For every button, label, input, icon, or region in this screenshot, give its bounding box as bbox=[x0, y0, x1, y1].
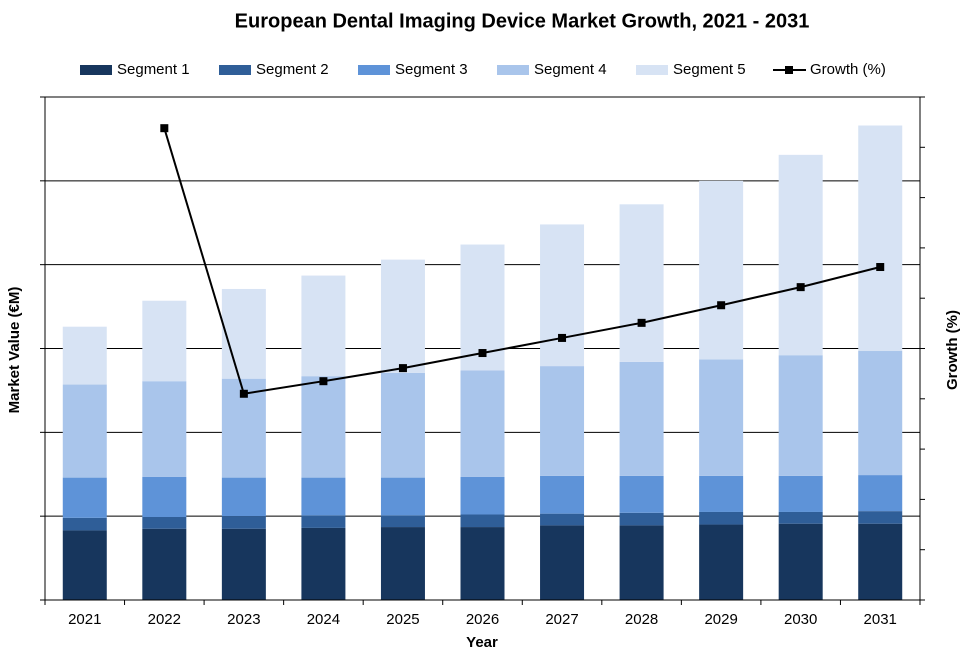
growth-line bbox=[163, 127, 881, 395]
bar-segment bbox=[699, 475, 744, 512]
growth-marker bbox=[717, 301, 726, 310]
growth-marker bbox=[558, 333, 567, 342]
bar-segment bbox=[858, 511, 903, 524]
bar-segment bbox=[221, 288, 266, 379]
bar-segment bbox=[221, 477, 266, 517]
legend-swatch bbox=[636, 65, 668, 75]
bar-segment bbox=[858, 125, 903, 352]
legend-swatch bbox=[497, 65, 529, 75]
bar-segment bbox=[619, 512, 664, 526]
bar-segment bbox=[301, 275, 346, 377]
growth-marker bbox=[398, 364, 407, 373]
growth-marker bbox=[796, 283, 805, 292]
bar-segment bbox=[380, 515, 425, 528]
legend-label: Segment 4 bbox=[534, 61, 607, 78]
x-tick-label: 2023 bbox=[227, 611, 260, 628]
x-tick-label: 2029 bbox=[704, 611, 737, 628]
x-tick-label: 2022 bbox=[148, 611, 181, 628]
bar-segment bbox=[301, 477, 346, 516]
x-tick-label: 2021 bbox=[68, 611, 101, 628]
bar-segment bbox=[619, 475, 664, 513]
growth-marker bbox=[876, 263, 885, 272]
bar-segment bbox=[380, 372, 425, 478]
bar-segment bbox=[380, 477, 425, 516]
legend-label: Segment 5 bbox=[673, 61, 746, 78]
bar-segment bbox=[778, 355, 823, 476]
growth-marker bbox=[319, 377, 328, 386]
bar-segment bbox=[778, 475, 823, 512]
bar-segment bbox=[540, 366, 585, 476]
legend-marker bbox=[785, 66, 793, 74]
bar-segment bbox=[778, 154, 823, 356]
bar-segment bbox=[380, 259, 425, 373]
x-axis-title: Year bbox=[466, 634, 498, 651]
bar-segment bbox=[142, 476, 187, 518]
bar-segment bbox=[540, 475, 585, 514]
bar-segment bbox=[858, 523, 903, 600]
bar-segment bbox=[62, 477, 107, 518]
bar-segment bbox=[301, 376, 346, 478]
bar-segment bbox=[221, 528, 266, 600]
bar-segment bbox=[460, 476, 505, 515]
bar-segment bbox=[142, 528, 187, 600]
legend-swatch bbox=[80, 65, 112, 75]
bar-segment bbox=[142, 517, 187, 529]
bar-segment bbox=[62, 530, 107, 600]
bar-segment bbox=[142, 300, 187, 382]
bar-segment bbox=[699, 524, 744, 600]
y-axis-title: Market Value (€M) bbox=[6, 287, 23, 414]
bar-segment bbox=[858, 475, 903, 512]
legend-swatch bbox=[358, 65, 390, 75]
y2-axis-title: Growth (%) bbox=[944, 310, 961, 390]
bar-segment bbox=[778, 523, 823, 600]
bar-segment bbox=[460, 514, 505, 528]
bar-segment bbox=[62, 517, 107, 531]
growth-marker bbox=[637, 318, 646, 327]
growth-marker bbox=[160, 124, 169, 133]
growth-marker bbox=[478, 349, 487, 358]
legend-label: Segment 2 bbox=[256, 61, 329, 78]
x-tick-label: 2025 bbox=[386, 611, 419, 628]
bar-segment bbox=[380, 527, 425, 600]
x-tick-label: 2030 bbox=[784, 611, 817, 628]
bar-segment bbox=[619, 204, 664, 362]
x-tick-label: 2026 bbox=[466, 611, 499, 628]
x-tick-label: 2024 bbox=[307, 611, 340, 628]
bar-segment bbox=[62, 384, 107, 478]
bar-segment bbox=[778, 511, 823, 524]
x-tick-label: 2031 bbox=[864, 611, 897, 628]
bar-segment bbox=[221, 516, 266, 529]
bar-segment bbox=[699, 180, 744, 360]
bar-segment bbox=[540, 513, 585, 526]
legend-swatch bbox=[219, 65, 251, 75]
bar-segment bbox=[460, 527, 505, 600]
bar-segment bbox=[619, 525, 664, 600]
bar-segment bbox=[699, 359, 744, 476]
bar-segment bbox=[858, 351, 903, 476]
bar-segment bbox=[540, 525, 585, 600]
legend-label: Segment 1 bbox=[117, 61, 190, 78]
bar-segment bbox=[301, 527, 346, 600]
x-tick-label: 2028 bbox=[625, 611, 658, 628]
bar-segment bbox=[62, 326, 107, 385]
bar-segment bbox=[142, 381, 187, 477]
bar-segment bbox=[540, 224, 585, 367]
x-tick-label: 2027 bbox=[545, 611, 578, 628]
legend-label: Growth (%) bbox=[810, 61, 886, 78]
legend-label: Segment 3 bbox=[395, 61, 468, 78]
chart-title: European Dental Imaging Device Market Gr… bbox=[235, 10, 810, 32]
growth-marker bbox=[239, 389, 248, 398]
bar-segment bbox=[460, 370, 505, 477]
bar-segment bbox=[699, 511, 744, 525]
bar-segment bbox=[619, 361, 664, 476]
bar-segment bbox=[301, 515, 346, 528]
